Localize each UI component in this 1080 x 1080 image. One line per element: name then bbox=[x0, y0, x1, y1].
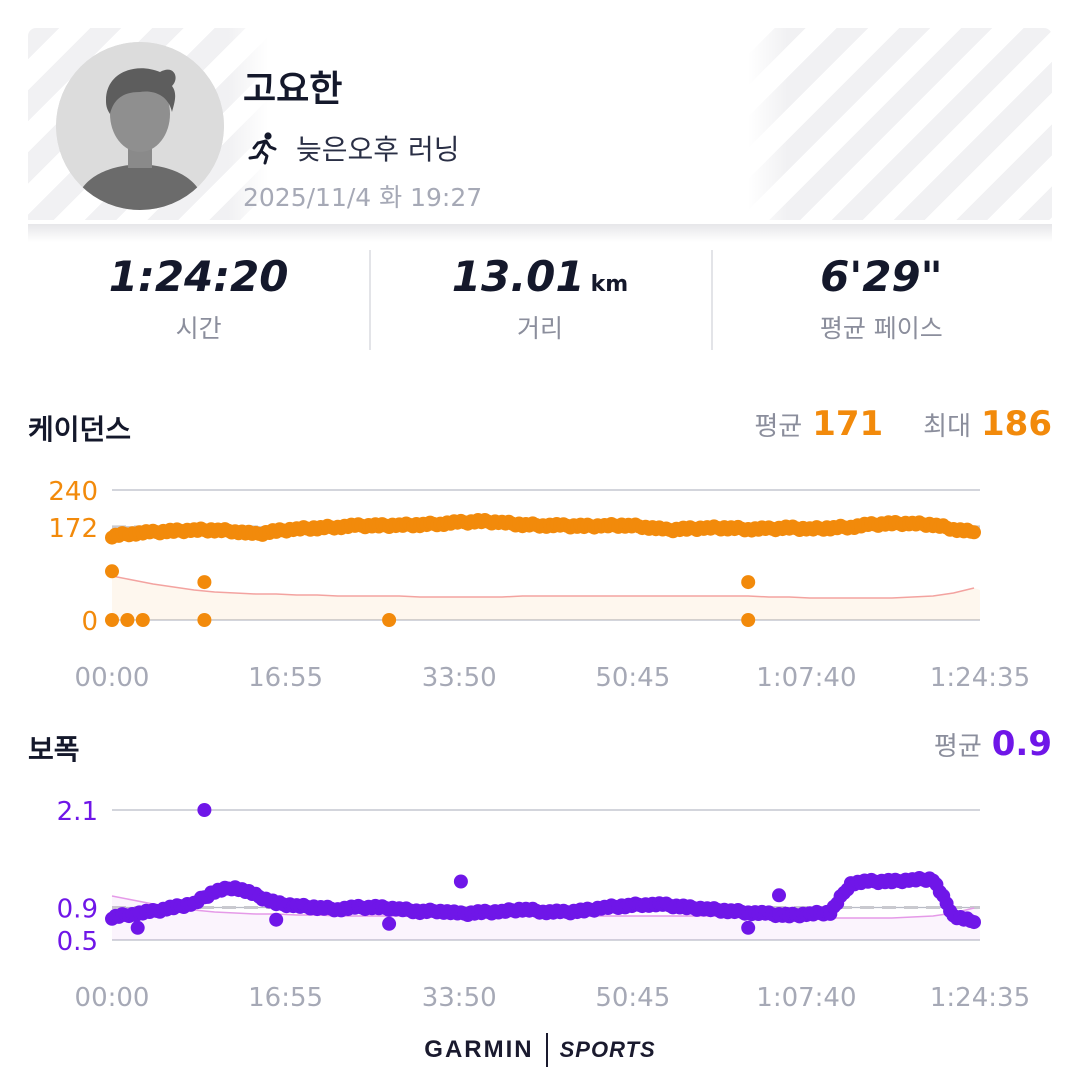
y-tick-label: 2.1 bbox=[57, 797, 98, 827]
outlier-point bbox=[741, 575, 756, 590]
outlier-point bbox=[120, 613, 135, 627]
outlier-point bbox=[382, 613, 397, 627]
outlier-point bbox=[382, 916, 397, 931]
x-tick-label: 33:50 bbox=[422, 663, 497, 693]
y-tick-label: 0.5 bbox=[57, 927, 98, 957]
x-tick-label: 1:24:35 bbox=[930, 983, 1030, 1013]
y-tick-label: 0.9 bbox=[57, 895, 98, 925]
activity-header bbox=[28, 28, 1052, 220]
x-tick-label: 50:45 bbox=[595, 983, 670, 1013]
x-tick-label: 1:07:40 bbox=[756, 663, 856, 693]
data-point bbox=[967, 915, 981, 930]
summary-stats: 1:24:20 시간 13.01 km 거리 6'29" 평균 페이스 bbox=[28, 248, 1052, 354]
cadence-summary: 평균 171 최대 186 bbox=[714, 404, 1052, 444]
x-tick-label: 1:24:35 bbox=[930, 663, 1030, 693]
x-tick-label: 16:55 bbox=[248, 663, 323, 693]
activity-datetime: 2025/11/4 화 19:27 bbox=[243, 183, 483, 212]
stride-summary: 평균 0.9 bbox=[894, 724, 1052, 764]
cadence-avg-value: 171 bbox=[812, 404, 884, 444]
data-point bbox=[967, 525, 981, 540]
running-icon bbox=[248, 132, 277, 165]
garmin-logo: GARMIN bbox=[424, 1036, 534, 1063]
cadence-max-value: 186 bbox=[981, 404, 1052, 444]
stat-time-value: 1:24:20 bbox=[108, 252, 289, 301]
outlier-point bbox=[197, 803, 212, 817]
x-tick-label: 00:00 bbox=[75, 663, 150, 693]
stat-time: 1:24:20 시간 bbox=[28, 248, 369, 354]
outlier-point bbox=[197, 613, 212, 627]
cadence-title: 케이던스 bbox=[28, 413, 132, 446]
avatar-person-icon bbox=[56, 42, 224, 210]
outlier-point bbox=[741, 613, 756, 627]
elevation-area bbox=[112, 576, 980, 620]
footer-branding: GARMIN SPORTS bbox=[0, 1030, 1080, 1070]
header-backdrop bbox=[228, 28, 788, 220]
stride-avg-label: 평균 bbox=[933, 732, 982, 762]
elevation-line bbox=[111, 575, 975, 599]
stat-distance: 13.01 km 거리 bbox=[369, 248, 710, 354]
avatar[interactable] bbox=[56, 42, 224, 210]
stat-avg-pace-value: 6'29" bbox=[820, 252, 943, 301]
x-tick-label: 00:00 bbox=[75, 983, 150, 1013]
stat-time-label: 시간 bbox=[175, 314, 222, 343]
cadence-max-label: 최대 bbox=[923, 412, 972, 442]
cadence-avg-label: 평균 bbox=[754, 412, 803, 442]
stat-distance-unit: km bbox=[590, 272, 629, 297]
activity-name: 늦은오후 러닝 bbox=[296, 133, 460, 166]
header-divider-shadow bbox=[28, 224, 1052, 242]
stat-distance-label: 거리 bbox=[516, 314, 563, 343]
outlier-point bbox=[105, 613, 119, 627]
outlier-point bbox=[741, 920, 756, 935]
y-tick-label: 0 bbox=[81, 607, 98, 637]
y-tick-label: 172 bbox=[48, 514, 98, 544]
stride-title: 보폭 bbox=[28, 733, 80, 766]
y-tick-label: 240 bbox=[48, 477, 98, 507]
outlier-point bbox=[105, 564, 119, 579]
x-tick-label: 1:07:40 bbox=[756, 983, 856, 1013]
cadence-chart[interactable]: 240 172 0 00:00 16:55 33:50 50:45 1:07:40 1:24:3… bbox=[0, 466, 1080, 706]
x-tick-label: 33:50 bbox=[422, 983, 497, 1013]
stat-avg-pace: 6'29" 평균 페이스 bbox=[710, 248, 1052, 354]
outlier-point bbox=[772, 888, 786, 903]
outlier-point bbox=[269, 912, 284, 927]
stat-distance-value: 13.01 bbox=[451, 252, 585, 301]
stat-avg-pace-label: 평균 페이스 bbox=[819, 314, 943, 343]
stride-chart[interactable]: 2.1 0.90.5 00:00 16:55 33:50 50:45 1:07:40 1:24… bbox=[0, 786, 1080, 1026]
outlier-point bbox=[130, 920, 145, 935]
x-tick-label: 16:55 bbox=[248, 983, 323, 1013]
outlier-point bbox=[197, 575, 212, 590]
activity-type-row: 늦은오후 러닝 bbox=[246, 126, 459, 170]
outlier-point bbox=[135, 613, 150, 627]
stride-avg-value: 0.9 bbox=[991, 724, 1052, 764]
sports-logo: SPORTS bbox=[559, 1037, 656, 1062]
footer-divider bbox=[545, 1033, 548, 1067]
user-name: 고요한 bbox=[243, 69, 343, 110]
x-tick-label: 50:45 bbox=[595, 663, 670, 693]
outlier-point bbox=[453, 874, 468, 889]
